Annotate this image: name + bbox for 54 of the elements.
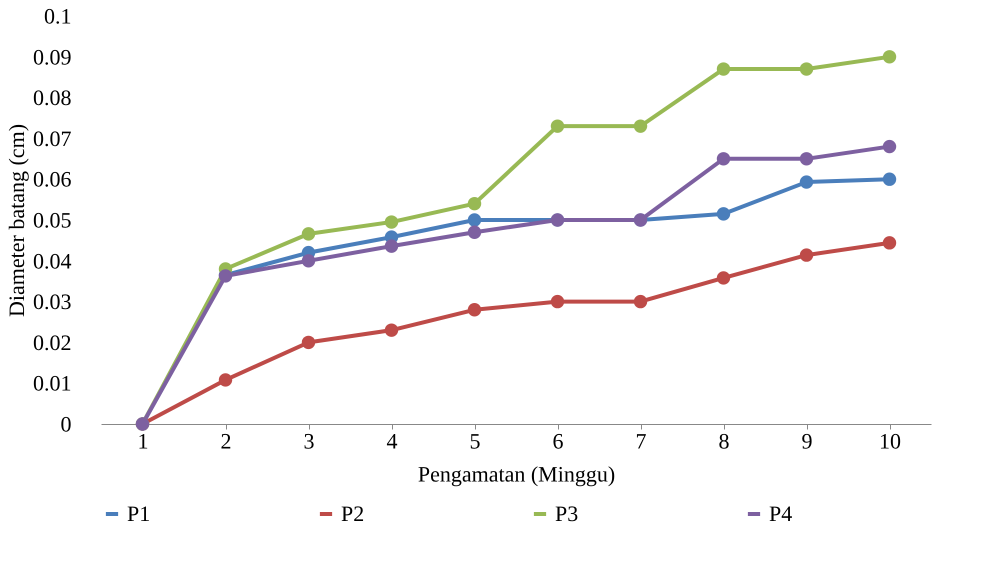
point	[716, 152, 730, 166]
point	[716, 62, 730, 76]
x-axis-title: Pengamatan (Minggu)	[418, 462, 616, 486]
point	[468, 213, 482, 227]
point	[634, 119, 648, 133]
legend-label: P2	[341, 501, 364, 526]
legend-label: P4	[769, 501, 792, 526]
y-axis-title: Diameter batang (cm)	[4, 124, 29, 318]
y-tick-label: 0.06	[33, 166, 72, 192]
y-tick-label: 0.08	[33, 85, 72, 110]
x-tick-label: 7	[636, 428, 646, 454]
point	[468, 226, 482, 239]
y-tick-label: 0.07	[33, 126, 72, 151]
y-tick-label: 0.09	[33, 44, 72, 70]
point	[882, 140, 896, 154]
point	[716, 271, 730, 285]
y-tick-label: 0.03	[33, 289, 72, 314]
point	[384, 323, 398, 337]
x-tick-label: 2	[220, 428, 232, 454]
y-tick-label: 0.02	[33, 330, 72, 355]
x-tick-label: 3	[304, 428, 314, 454]
x-tick-label: 1	[138, 428, 148, 454]
point	[800, 152, 814, 166]
point	[468, 196, 482, 210]
y-tick-label: 0.01	[33, 370, 72, 396]
point	[550, 119, 564, 133]
x-tick-label: 9	[802, 428, 812, 454]
point	[302, 227, 316, 241]
point	[302, 254, 316, 268]
x-tick-label: 8	[718, 428, 730, 454]
y-tick-label: 0	[60, 412, 72, 436]
point	[882, 50, 896, 64]
point	[302, 336, 316, 350]
x-tick-label: 4	[386, 428, 398, 454]
point	[800, 175, 814, 189]
y-tick-label: 0.04	[33, 248, 72, 274]
legend-label: P1	[127, 501, 150, 526]
point	[716, 207, 730, 221]
point	[800, 62, 814, 76]
point	[550, 294, 564, 308]
point	[218, 373, 232, 387]
point	[384, 215, 398, 229]
point	[468, 303, 482, 316]
x-tick-label: 10	[879, 428, 901, 454]
point	[800, 248, 814, 262]
point	[384, 239, 398, 253]
y-tick-label: 0.1	[44, 4, 72, 28]
point	[634, 294, 648, 308]
point	[882, 172, 896, 186]
legend-label: P3	[555, 501, 578, 526]
point	[882, 236, 896, 250]
x-tick-label: 6	[552, 428, 564, 454]
x-tick-label: 5	[470, 428, 480, 454]
y-tick-label: 0.05	[33, 208, 72, 232]
